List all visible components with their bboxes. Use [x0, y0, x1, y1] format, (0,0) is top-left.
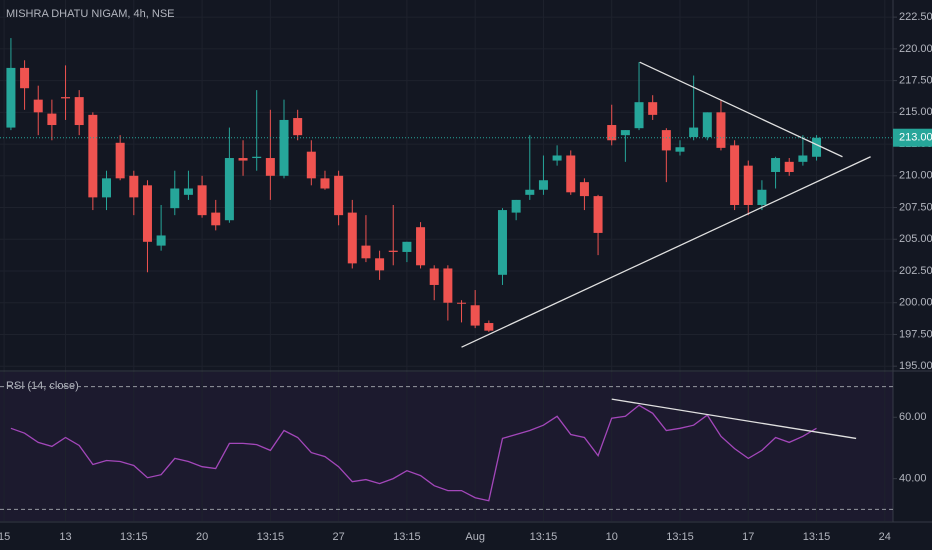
candle-body — [211, 212, 221, 226]
trendline — [639, 61, 843, 158]
candle-body — [771, 158, 781, 172]
y-tick-label: 215.00 — [899, 106, 932, 118]
candle-body — [784, 161, 794, 172]
candle-body — [293, 118, 303, 136]
x-tick-label: 10 — [606, 531, 618, 543]
candle-body — [511, 199, 521, 213]
y-tick-label: 217.50 — [899, 75, 932, 87]
candle-body — [88, 114, 98, 198]
x-tick-label: 13:15 — [530, 531, 558, 543]
x-tick-label: 13:15 — [257, 531, 285, 543]
candle-body — [620, 130, 630, 136]
candle-body — [74, 97, 84, 126]
candle-body — [429, 268, 439, 285]
candle-body — [170, 188, 180, 209]
candle-body — [757, 189, 767, 205]
y-tick-label: 205.00 — [899, 233, 932, 245]
x-tick-label: 13:15 — [666, 531, 694, 543]
candle-body — [525, 189, 535, 195]
candle-body — [388, 250, 398, 252]
candle-body — [279, 119, 289, 176]
x-tick-label: Aug — [465, 531, 485, 543]
rsi-y-tick-label: 40.00 — [899, 473, 927, 485]
candle-body — [552, 155, 562, 161]
candle-body — [320, 178, 330, 189]
candle-body — [375, 258, 385, 271]
candle-body — [457, 302, 467, 304]
candle-body — [689, 127, 699, 138]
x-tick-label: 13:15 — [803, 531, 831, 543]
candle-body — [224, 158, 234, 221]
x-tick-label: 17 — [742, 531, 754, 543]
x-tick-label: 27 — [333, 531, 345, 543]
candle-body — [812, 137, 822, 157]
x-tick-label: 20 — [196, 531, 208, 543]
candle-body — [675, 147, 685, 152]
candle-body — [265, 158, 275, 176]
candle-body — [538, 180, 548, 190]
candle-body — [470, 305, 480, 326]
candle-body — [183, 188, 193, 195]
rsi-line — [10, 404, 817, 502]
y-tick-label: 222.50 — [899, 11, 932, 23]
candle-body — [102, 178, 112, 198]
y-tick-label: 195.00 — [899, 360, 932, 372]
candle-body — [661, 130, 671, 151]
candle-body — [730, 145, 740, 205]
candle-body — [443, 268, 453, 303]
x-tick-label: 24 — [879, 531, 891, 543]
candle-body — [306, 151, 316, 179]
y-tick-label: 197.50 — [899, 328, 932, 340]
x-tick-label: 15 — [0, 531, 10, 543]
candle-body — [743, 165, 753, 205]
candle-body — [129, 175, 139, 198]
candle-body — [566, 155, 576, 193]
candle-body — [593, 196, 603, 233]
candle-body — [607, 125, 617, 141]
candle-body — [142, 185, 152, 242]
last-price-label: 213.00 — [899, 132, 932, 144]
candle-body — [484, 323, 494, 331]
candle-body — [20, 67, 30, 89]
y-tick-label: 202.50 — [899, 265, 932, 277]
candle-body — [61, 97, 71, 99]
candle-body — [634, 102, 644, 129]
rsi-label: RSI (14, close) — [6, 380, 79, 392]
candle-body — [497, 210, 507, 275]
candle-body — [33, 99, 43, 113]
candle-body — [252, 156, 262, 159]
candle-body — [416, 227, 426, 266]
candle-body — [798, 155, 808, 162]
rsi-panel — [0, 372, 893, 521]
rsi-y-tick-label: 60.00 — [899, 411, 927, 423]
candle-body — [347, 212, 357, 264]
trendline — [461, 156, 871, 348]
candle-body — [115, 142, 125, 179]
candle-body — [648, 102, 658, 115]
candle-body — [47, 113, 57, 126]
candle-body — [197, 185, 207, 216]
x-tick-label: 13:15 — [393, 531, 421, 543]
candle-body — [334, 175, 344, 216]
chart-title: MISHRA DHATU NIGAM, 4h, NSE — [6, 8, 175, 20]
x-tick-label: 13 — [59, 531, 71, 543]
candle-body — [579, 182, 589, 197]
y-tick-label: 200.00 — [899, 297, 932, 309]
candle-body — [361, 245, 371, 259]
candle-body — [6, 67, 16, 128]
candle-body — [238, 158, 248, 161]
y-tick-label: 210.00 — [899, 170, 932, 182]
last-price-box — [893, 128, 932, 147]
candle-body — [716, 112, 726, 148]
candle-body — [702, 112, 712, 138]
x-tick-label: 13:15 — [120, 531, 148, 543]
candle-body — [156, 235, 166, 246]
y-tick-label: 207.50 — [899, 201, 932, 213]
candle-body — [402, 241, 412, 252]
y-tick-label: 220.00 — [899, 43, 932, 55]
rsi-trendline — [611, 398, 857, 440]
